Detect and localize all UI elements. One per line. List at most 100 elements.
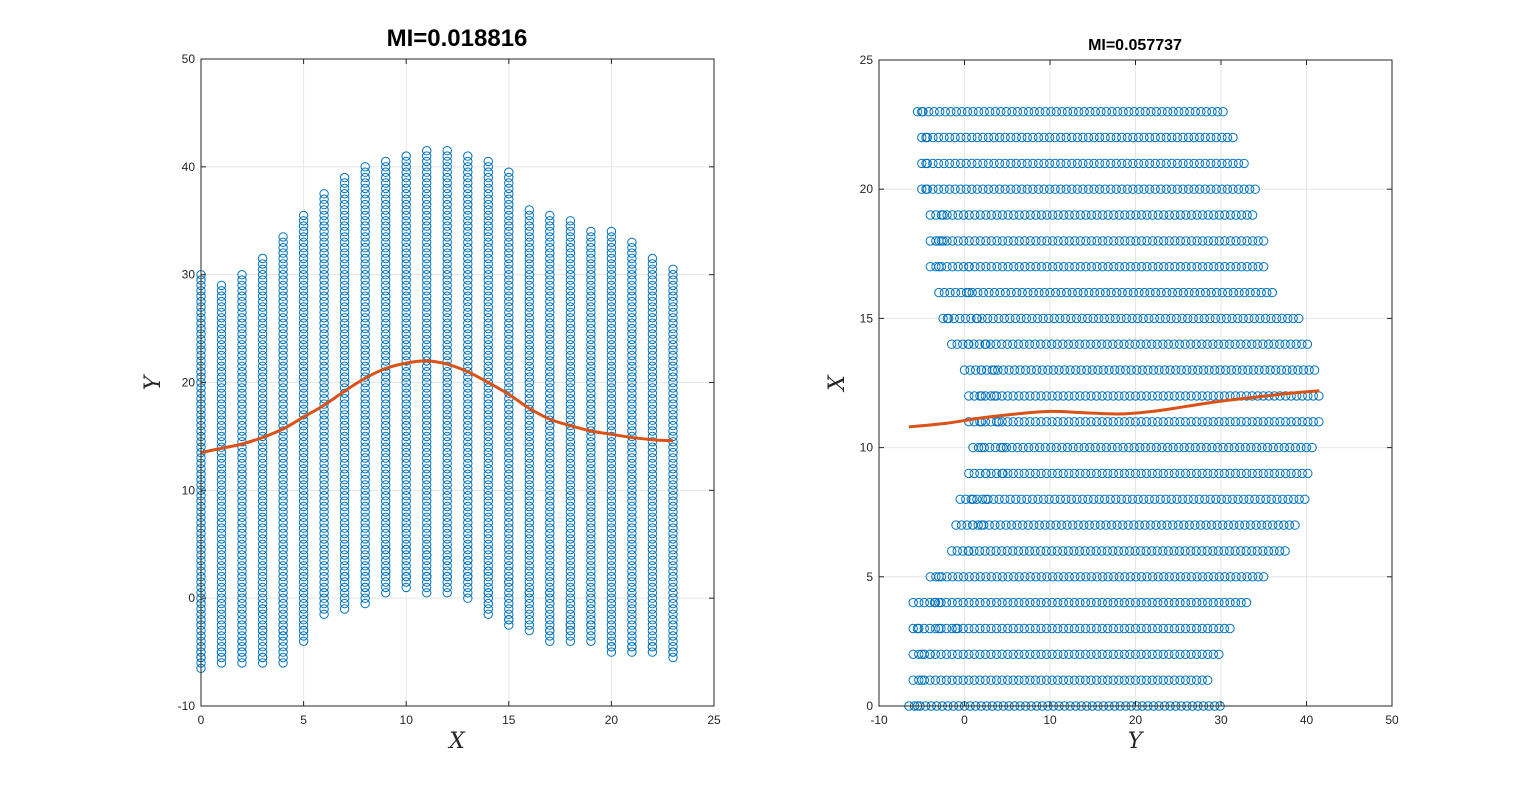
scatter-point [298, 345, 309, 355]
left-y-axis-label: Y [141, 373, 166, 390]
scatter-point [627, 388, 637, 398]
scatter-point [627, 334, 637, 345]
scatter-point [339, 259, 350, 269]
scatter-point [1119, 339, 1129, 349]
scatter-point [442, 216, 452, 226]
scatter-point [1189, 184, 1199, 194]
scatter-point [647, 404, 658, 415]
scatter-point [1302, 339, 1313, 349]
scatter-point [381, 496, 391, 506]
scatter-point [401, 151, 411, 161]
scatter-point [545, 323, 555, 334]
scatter-point [1047, 262, 1058, 272]
scatter-point [1175, 236, 1186, 246]
scatter-point [360, 577, 370, 587]
scatter-point [381, 280, 391, 291]
scatter-point [1108, 597, 1119, 608]
scatter-point [545, 453, 555, 463]
scatter-point [668, 566, 678, 576]
scatter-point [319, 323, 329, 334]
scatter-point [1006, 158, 1016, 169]
left-y-tick-label: -10 [178, 699, 196, 713]
scatter-point [442, 162, 452, 172]
scatter-point [483, 172, 493, 183]
scatter-point [647, 329, 658, 339]
scatter-point [381, 518, 391, 528]
scatter-point [442, 296, 452, 307]
scatter-point [1152, 339, 1163, 349]
scatter-point [298, 394, 309, 404]
scatter-point [647, 259, 658, 269]
scatter-point [257, 620, 268, 630]
scatter-point [339, 431, 350, 442]
scatter-point [339, 356, 350, 366]
scatter-point [627, 291, 637, 301]
scatter-point [964, 546, 974, 556]
scatter-point [1020, 236, 1030, 246]
scatter-point [319, 474, 329, 485]
scatter-point [298, 593, 309, 603]
scatter-point [606, 647, 617, 657]
scatter-point [1253, 572, 1263, 582]
scatter-point [1171, 313, 1182, 324]
scatter-point [442, 194, 452, 204]
scatter-point [216, 356, 227, 366]
scatter-point [565, 598, 576, 609]
scatter-point [586, 464, 596, 474]
scatter-point [216, 286, 227, 296]
scatter-point [976, 391, 987, 401]
scatter-point [565, 518, 576, 528]
scatter-point [360, 275, 370, 285]
scatter-point [991, 675, 1002, 685]
scatter-point [298, 280, 309, 291]
scatter-point [463, 318, 473, 328]
scatter-point [545, 226, 555, 237]
scatter-point [237, 394, 247, 404]
scatter-point [1180, 623, 1191, 634]
scatter-point [339, 237, 350, 248]
scatter-point [1225, 236, 1236, 246]
scatter-point [565, 636, 576, 646]
scatter-point [237, 420, 247, 431]
scatter-point [1132, 313, 1143, 324]
scatter-point [298, 604, 309, 614]
scatter-point [1164, 262, 1175, 272]
scatter-point [463, 431, 473, 442]
scatter-point [565, 329, 576, 339]
scatter-point [1211, 158, 1222, 169]
scatter-point [278, 410, 288, 420]
scatter-point [1125, 417, 1135, 427]
scatter-point [627, 329, 637, 339]
scatter-point [1047, 675, 1057, 685]
scatter-point [422, 453, 432, 463]
scatter-point [1197, 262, 1208, 272]
scatter-point [422, 410, 432, 420]
scatter-point [919, 597, 929, 608]
scatter-point [483, 491, 493, 501]
scatter-point [908, 623, 918, 634]
scatter-point [1206, 184, 1216, 194]
scatter-point [1150, 132, 1160, 143]
scatter-point [422, 571, 432, 582]
scatter-point [1096, 107, 1106, 117]
scatter-point [1233, 184, 1244, 194]
scatter-point [1056, 287, 1066, 298]
scatter-point [237, 415, 247, 425]
scatter-point [1009, 262, 1019, 272]
scatter-point [339, 221, 350, 231]
scatter-point [278, 388, 288, 398]
scatter-point [442, 383, 452, 393]
scatter-point [360, 329, 370, 339]
scatter-point [668, 469, 678, 479]
scatter-point [463, 588, 473, 598]
scatter-point [339, 534, 350, 544]
scatter-point [1222, 494, 1232, 504]
scatter-point [237, 372, 247, 382]
scatter-point [647, 588, 658, 598]
scatter-point [339, 404, 350, 415]
scatter-point [1022, 494, 1032, 504]
scatter-point [319, 280, 329, 291]
scatter-point [988, 494, 999, 504]
scatter-point [278, 350, 288, 361]
